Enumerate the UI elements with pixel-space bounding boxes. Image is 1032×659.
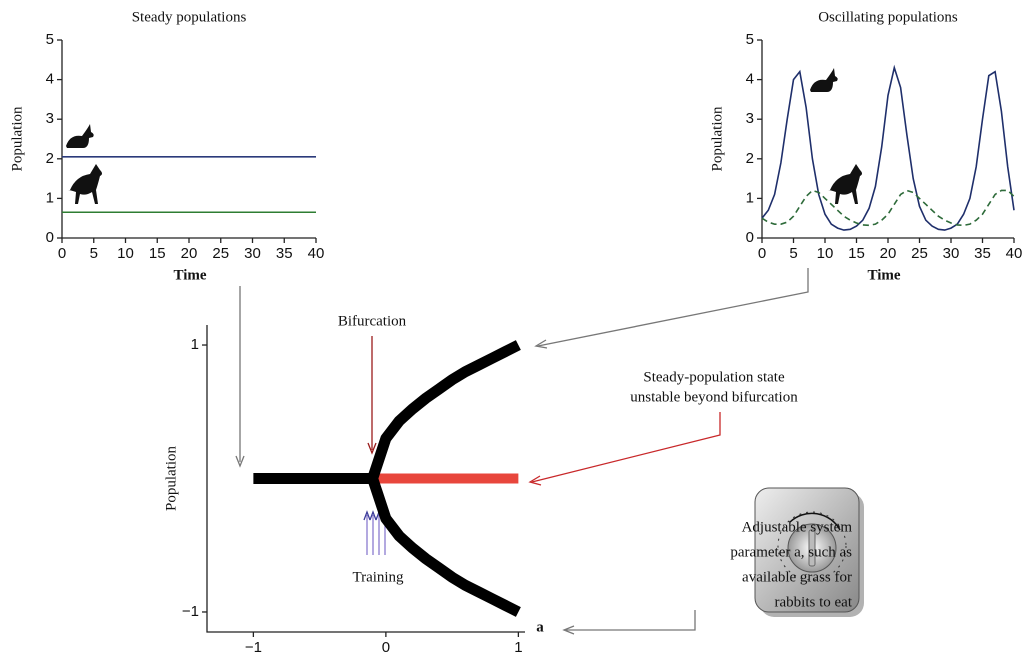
y-tick-label: 3: [746, 110, 754, 127]
y-tick-label: 2: [46, 150, 54, 167]
chart: Steady populations 0 5 10 15 20 25 30 35 40 0 1 2 3 4 5…: [9, 9, 324, 283]
dial-icon: [754, 487, 864, 617]
x-tick-label: 15: [149, 245, 166, 262]
annotation: unstable beyond bifurcation: [630, 389, 798, 405]
x-tick-label: 0: [58, 245, 66, 262]
x-tick-label: 20: [880, 245, 897, 262]
x-tick-label: 10: [117, 245, 134, 262]
arrow-head: [367, 442, 377, 455]
arrow-head: [534, 339, 548, 349]
y-tick-label: −1: [182, 603, 199, 620]
arrow: [566, 610, 696, 631]
chart: −1 0 1−11aPopulationBifurcationSteady-popu…: [163, 313, 852, 656]
y-tick-label: 1: [46, 189, 54, 206]
y-axis-label: Population: [9, 106, 25, 172]
x-tick-label: 5: [90, 245, 98, 262]
series-line: [367, 476, 521, 617]
axes: [61, 40, 316, 239]
arrow: [537, 268, 809, 347]
y-tick-label: 4: [46, 71, 54, 88]
x-tick-label: 5: [789, 245, 797, 262]
series-line: [761, 189, 1015, 227]
x-tick-label: −1: [245, 639, 262, 656]
chart-title: Oscillating populations: [818, 9, 958, 25]
y-tick-label: 1: [746, 189, 754, 206]
x-tick-label: 30: [244, 245, 261, 262]
series-line: [367, 340, 521, 481]
arrow-head: [235, 455, 245, 468]
y-tick-label: 5: [46, 31, 54, 48]
y-axis-label: Population: [163, 446, 179, 512]
x-tick-label: 0: [382, 639, 390, 656]
y-tick-label: 0: [46, 229, 54, 246]
x-tick-label: 0: [758, 245, 766, 262]
annotation: rabbits to eat: [775, 594, 853, 610]
y-tick-label: 5: [746, 31, 754, 48]
y-tick-label: 4: [746, 71, 754, 88]
annotation: available grass for: [742, 569, 852, 585]
axes: [761, 40, 1014, 239]
y-tick-label: 0: [746, 229, 754, 246]
x-tick-label: 15: [848, 245, 865, 262]
x-tick-label: 10: [817, 245, 834, 262]
y-tick-label: 2: [746, 150, 754, 167]
animal-icons: [66, 68, 862, 204]
x-axis-label: Time: [173, 267, 206, 283]
annotation: Bifurcation: [338, 313, 407, 329]
x-axis-label: a: [536, 619, 544, 635]
y-tick-label: 3: [46, 110, 54, 127]
arrow-head: [562, 625, 575, 635]
arrow-head: [528, 475, 542, 486]
x-tick-label: 40: [308, 245, 325, 262]
x-tick-label: 25: [911, 245, 928, 262]
x-tick-label: 20: [181, 245, 198, 262]
annotation: parameter a, such as: [730, 544, 852, 560]
chart-title: Steady populations: [132, 9, 247, 25]
annotation: Training: [352, 569, 404, 585]
x-tick-label: 25: [212, 245, 229, 262]
x-tick-label: 30: [943, 245, 960, 262]
x-tick-label: 1: [514, 639, 522, 656]
x-axis-label: Time: [867, 267, 900, 283]
training-arrows: [366, 515, 386, 555]
series-line: [761, 64, 1015, 231]
x-tick-label: 40: [1006, 245, 1023, 262]
training-arrow-heads: [363, 510, 389, 521]
axes: [206, 325, 525, 633]
arrow: [531, 412, 721, 483]
y-axis-label: Population: [709, 106, 725, 172]
y-tick-label: 1: [191, 336, 199, 353]
x-tick-label: 35: [276, 245, 293, 262]
annotation: Steady-population state: [643, 369, 785, 385]
x-tick-label: 35: [974, 245, 991, 262]
annotation: Adjustable system: [742, 519, 853, 535]
arrows: [235, 268, 809, 635]
